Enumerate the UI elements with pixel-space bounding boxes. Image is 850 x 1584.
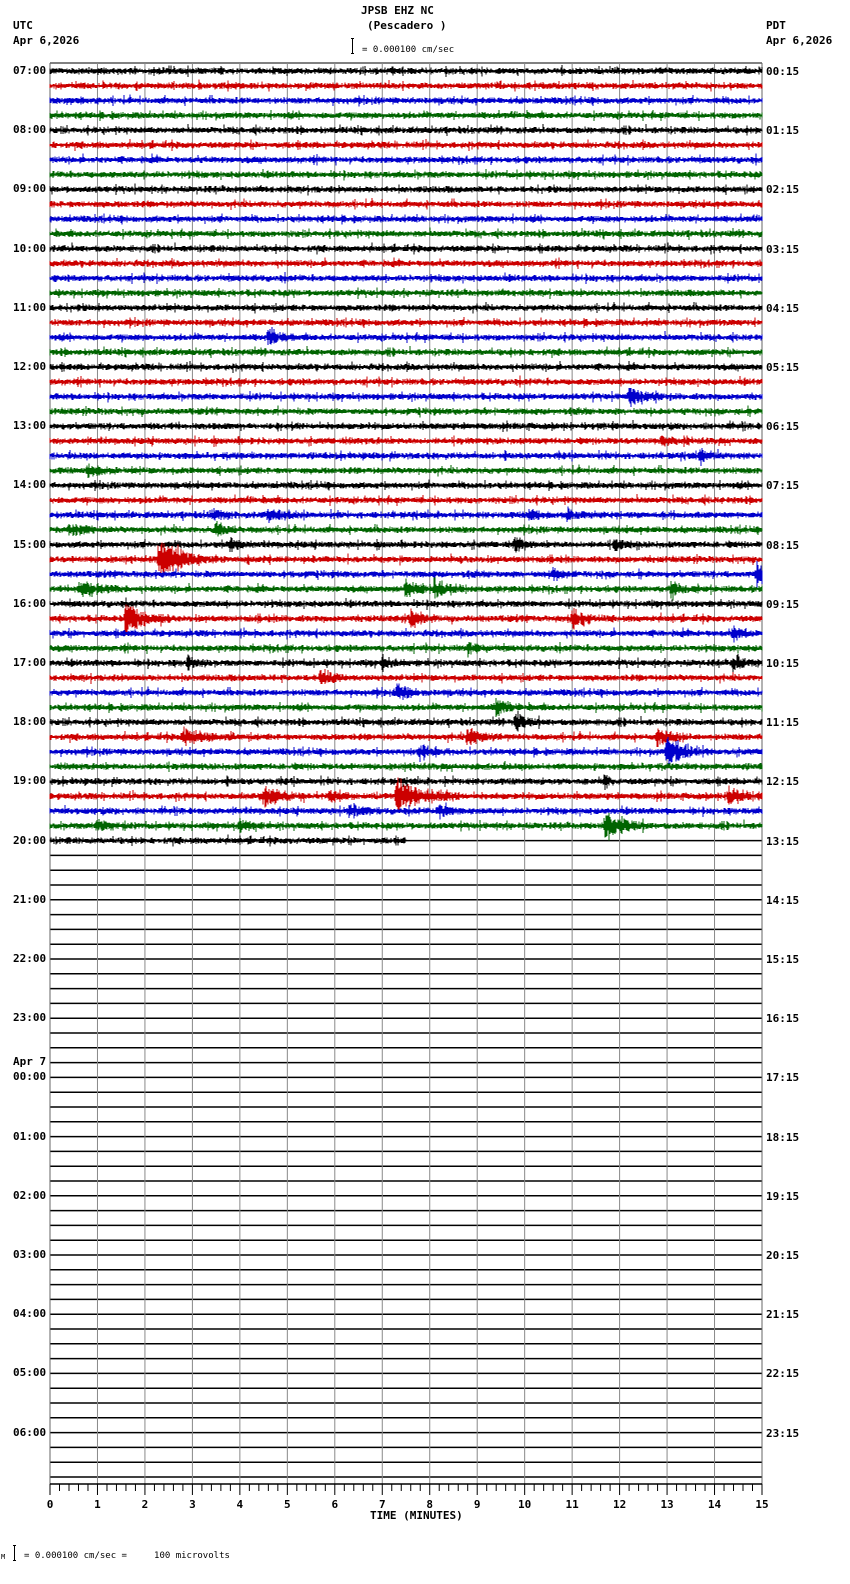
pdt-hour-label: 08:15: [766, 538, 800, 552]
right-date: Apr 6,2026: [766, 34, 833, 47]
right-timezone: PDT: [766, 19, 786, 32]
pdt-hour-label: 12:15: [766, 775, 800, 789]
pdt-hour-label: 18:15: [766, 1130, 800, 1144]
utc-hour-label: 23:00: [13, 1011, 47, 1025]
pdt-hour-label: 00:15: [766, 65, 800, 78]
footer-scale-bar-icon: [13, 1545, 16, 1561]
utc-hour-label: 16:00: [13, 596, 47, 610]
utc-hour-label: 22:00: [13, 952, 47, 965]
pdt-hour-label: 05:15: [766, 361, 800, 374]
utc-hour-label: 04:00: [13, 1307, 47, 1321]
pdt-hour-label: 06:15: [766, 420, 800, 434]
utc-hour-label: 17:00: [13, 656, 47, 669]
x-tick-label: 10: [518, 1498, 532, 1511]
x-tick-label: 6: [331, 1498, 339, 1511]
x-tick-label: 1: [94, 1498, 101, 1511]
x-tick-label: 8: [426, 1498, 434, 1511]
utc-hour-label: 08:00: [13, 123, 47, 137]
x-axis-label: TIME (MINUTES): [370, 1509, 463, 1522]
pdt-hour-label: 09:15: [766, 597, 800, 611]
pdt-hour-label: 04:15: [766, 301, 800, 315]
x-tick-label: 14: [707, 1498, 722, 1511]
x-tick-label: 13: [660, 1498, 674, 1511]
utc-hour-label: 05:00: [13, 1366, 47, 1380]
station-title: JPSB EHZ NC: [361, 4, 434, 17]
pdt-hour-label: 07:15: [766, 479, 800, 493]
date-change-label: Apr 7: [13, 1055, 47, 1069]
x-tick-label: 11: [565, 1498, 579, 1511]
footer-scale-text: = 0.000100 cm/sec = 100 microvolts: [24, 1551, 230, 1561]
utc-hour-label: 01:00: [13, 1129, 47, 1143]
x-tick-label: 5: [284, 1498, 291, 1511]
utc-hour-label: 06:00: [13, 1425, 47, 1439]
pdt-hour-label: 15:15: [766, 953, 800, 966]
footer-prefix: M: [1, 1553, 6, 1561]
utc-hour-label: 02:00: [13, 1188, 47, 1202]
pdt-hour-label: 22:15: [766, 1367, 800, 1381]
utc-hour-label: 00:00: [13, 1070, 47, 1084]
utc-hour-label: 07:00: [13, 64, 47, 77]
utc-hour-label: 15:00: [13, 537, 47, 551]
x-tick-label: 15: [755, 1498, 769, 1511]
pdt-hour-label: 20:15: [766, 1249, 800, 1262]
pdt-hour-label: 21:15: [766, 1308, 800, 1322]
x-tick-label: 4: [236, 1498, 244, 1511]
pdt-hour-label: 16:15: [766, 1012, 800, 1026]
left-timezone: UTC: [13, 19, 33, 32]
utc-hour-label: 18:00: [13, 715, 47, 729]
pdt-hour-label: 19:15: [766, 1189, 800, 1203]
pdt-hour-label: 13:15: [766, 834, 800, 848]
utc-hour-label: 20:00: [13, 833, 47, 847]
left-date: Apr 6,2026: [13, 34, 80, 47]
utc-hour-label: 14:00: [13, 478, 47, 492]
pdt-hour-label: 17:15: [766, 1071, 800, 1085]
utc-hour-label: 13:00: [13, 419, 47, 433]
utc-hour-label: 09:00: [13, 182, 47, 196]
pdt-hour-label: 11:15: [766, 716, 800, 730]
utc-hour-label: 12:00: [13, 360, 47, 373]
pdt-hour-label: 03:15: [766, 242, 800, 256]
x-tick-label: 12: [612, 1498, 627, 1511]
x-tick-label: 2: [141, 1498, 149, 1511]
x-tick-label: 9: [473, 1498, 481, 1511]
pdt-hour-label: 02:15: [766, 183, 800, 197]
station-location: (Pescadero ): [367, 19, 447, 32]
utc-hour-label: 19:00: [13, 774, 47, 788]
utc-hour-label: 11:00: [13, 300, 47, 314]
scale-bar-icon: [351, 38, 354, 54]
utc-hour-label: 03:00: [13, 1248, 47, 1261]
pdt-hour-label: 23:15: [766, 1426, 800, 1440]
x-tick-label: 3: [189, 1498, 196, 1511]
scale-text: = 0.000100 cm/sec: [362, 45, 455, 55]
utc-hour-label: 10:00: [13, 241, 47, 255]
pdt-hour-label: 01:15: [766, 124, 800, 138]
pdt-hour-label: 14:15: [766, 893, 800, 907]
utc-hour-label: 21:00: [13, 892, 47, 906]
x-tick-label: 7: [378, 1498, 386, 1511]
pdt-hour-label: 10:15: [766, 657, 800, 670]
x-tick-label: 0: [46, 1498, 54, 1511]
